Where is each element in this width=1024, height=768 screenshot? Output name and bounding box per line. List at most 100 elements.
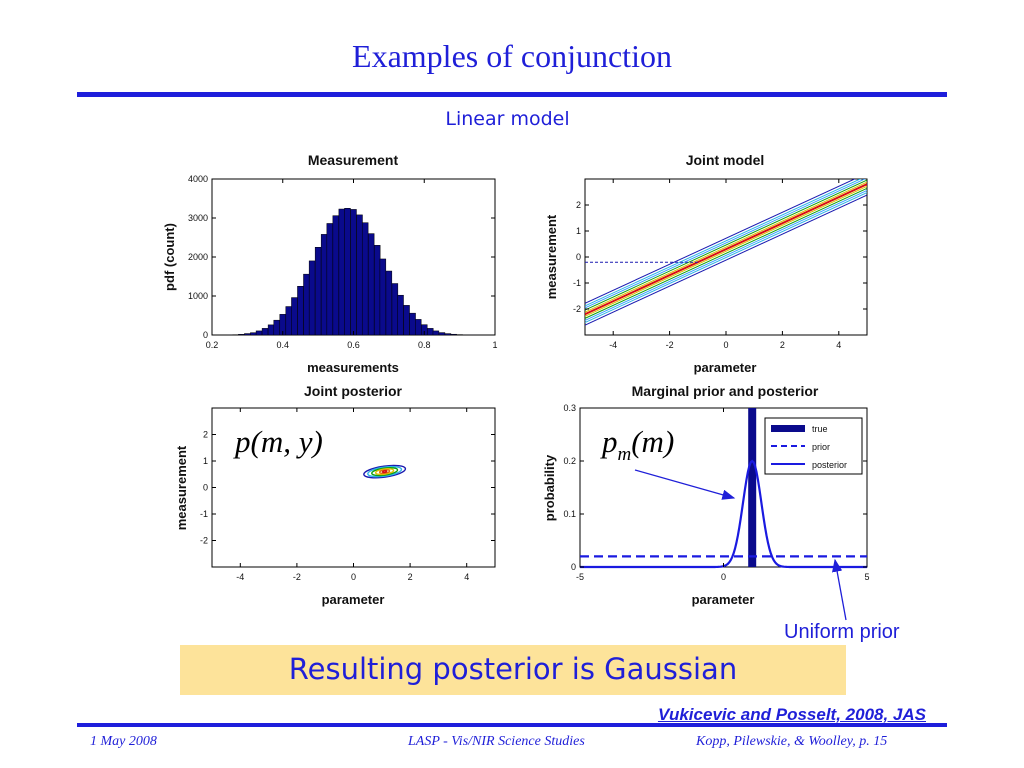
marginal-ytick-label: 0.1	[563, 509, 576, 519]
joint-posterior-xtick-label: 0	[351, 572, 356, 582]
measurement-xtick-label: 0.2	[206, 340, 219, 350]
joint-posterior-ytick-label: -1	[200, 509, 208, 519]
histogram-bar	[291, 297, 298, 336]
slide-title: Examples of conjunction	[352, 38, 672, 74]
histogram-bar	[297, 286, 304, 336]
posterior-contour	[375, 468, 395, 476]
histogram-bar	[432, 330, 440, 336]
joint-model-fit-line	[585, 183, 867, 316]
histogram-bar	[250, 332, 257, 336]
measurement-ytick-label: 4000	[188, 174, 208, 184]
citation-link[interactable]: Vukicevic and Posselt, 2008, JAS	[657, 705, 926, 724]
joint-model-contour	[585, 185, 867, 317]
joint-model-contour	[585, 181, 867, 313]
joint-model-ytick-label: 2	[576, 200, 581, 210]
posterior-contour	[381, 470, 388, 474]
true-value-bar	[748, 408, 757, 567]
joint-model-contour	[585, 179, 856, 304]
joint-posterior-xtick-label: 2	[408, 572, 413, 582]
marginal-annotation: pm(m)	[600, 424, 674, 465]
histogram-bar	[344, 208, 351, 336]
marginal-legend: true prior posterior	[764, 417, 863, 475]
joint-model-contour	[585, 187, 867, 319]
histogram-bar	[379, 258, 387, 336]
histogram-bar	[427, 328, 434, 336]
posterior-contour	[363, 464, 407, 479]
uniform-prior-arrow	[831, 558, 847, 621]
joint-model-title: Joint model	[686, 152, 765, 168]
marginal-ytick-label: 0.2	[563, 456, 576, 466]
histogram-bar	[385, 270, 393, 336]
histogram-bar	[285, 306, 292, 336]
measurement-ytick-label: 3000	[188, 213, 208, 223]
histogram-bar	[356, 214, 363, 336]
joint-posterior-title: Joint posterior	[304, 383, 403, 399]
measurement-ytick-label: 2000	[188, 252, 208, 262]
joint-posterior-ytick-label: 1	[203, 456, 208, 466]
joint-posterior-xtick-label: -2	[293, 572, 301, 582]
joint-posterior-plot: Joint posterior -4 -2 0 2 4 -2 -1 0 1 2 p(m, y) p…	[174, 383, 496, 607]
histogram-bar	[367, 233, 375, 336]
histogram-bar	[255, 330, 263, 336]
marginal-ylabel: probability	[542, 454, 557, 521]
measurement-xtick-label: 1	[492, 340, 497, 350]
joint-posterior-axes-box	[211, 407, 496, 568]
joint-posterior-xtick-label: -4	[236, 572, 244, 582]
joint-model-ticks: -4 -2 0 2 4 -2 -1 0 1 2	[573, 179, 867, 350]
histogram-bar	[438, 332, 446, 336]
histogram-bar	[273, 319, 280, 336]
joint-model-contour	[585, 179, 866, 309]
joint-posterior-contours	[363, 464, 407, 479]
joint-posterior-annotation: p(m, y)	[233, 424, 323, 459]
histogram-bar	[314, 247, 322, 336]
joint-posterior-ytick-label: -2	[200, 536, 208, 546]
histogram-bar	[308, 260, 316, 336]
histogram-bar	[397, 294, 404, 336]
joint-model-plot: Joint model -4 -2 0 2 4 -2 -1 0 1 2 parameter mea…	[544, 152, 868, 375]
marginal-xtick-label: 5	[864, 572, 869, 582]
joint-model-xtick-label: -2	[666, 340, 674, 350]
callout-text: Resulting posterior is Gaussian	[288, 652, 738, 686]
posterior-contour	[371, 466, 399, 477]
joint-posterior-ticks: -4 -2 0 2 4 -2 -1 0 1 2	[200, 408, 495, 582]
joint-model-contour	[585, 192, 867, 323]
joint-model-xlabel: parameter	[694, 360, 757, 375]
marginal-xlabel: parameter	[692, 592, 755, 607]
marginal-ytick-label: 0	[571, 562, 576, 572]
joint-model-ytick-label: -2	[573, 304, 581, 314]
joint-model-contour	[585, 194, 867, 326]
histogram-bar	[450, 333, 457, 336]
measurement-ticks: 0.2 0.4 0.6 0.8 1 0 1000 2000 3000 4000	[188, 174, 498, 350]
measurement-xtick-label: 0.4	[276, 340, 289, 350]
histogram-bar	[303, 273, 310, 336]
joint-model-xtick-label: 4	[836, 340, 841, 350]
title-divider	[77, 92, 947, 97]
histogram-bar	[238, 334, 245, 336]
measurement-bars	[226, 208, 481, 336]
measurement-histogram: Measurement 0.2 0.4 0.6 0.8 1 0 1000 2000 3000 40…	[162, 152, 498, 375]
histogram-bar	[373, 245, 381, 336]
marginal-xtick-label: -5	[576, 572, 584, 582]
histogram-bar	[332, 215, 340, 336]
legend-label-prior: prior	[812, 442, 830, 452]
joint-posterior-ytick-label: 2	[203, 430, 208, 440]
histogram-bar	[409, 312, 416, 336]
joint-model-xtick-label: 2	[780, 340, 785, 350]
joint-posterior-xlabel: parameter	[322, 592, 385, 607]
histogram-bar	[244, 333, 251, 336]
joint-model-contour	[585, 179, 862, 307]
posterior-contour	[367, 465, 403, 478]
measurement-xtick-label: 0.6	[347, 340, 360, 350]
joint-posterior-xtick-label: 4	[464, 572, 469, 582]
measurement-ytick-label: 0	[203, 330, 208, 340]
joint-model-xtick-label: -4	[609, 340, 617, 350]
marginal-plot: Marginal prior and posterior -5 0 500.10.2…	[542, 383, 870, 621]
histogram-bar	[320, 234, 328, 336]
legend-label-posterior: posterior	[812, 460, 847, 470]
footer-divider	[77, 723, 947, 727]
callout-box	[180, 645, 846, 695]
histogram-bar	[338, 208, 346, 336]
measurement-xtick-label: 0.8	[418, 340, 431, 350]
legend-label-true: true	[812, 424, 828, 434]
